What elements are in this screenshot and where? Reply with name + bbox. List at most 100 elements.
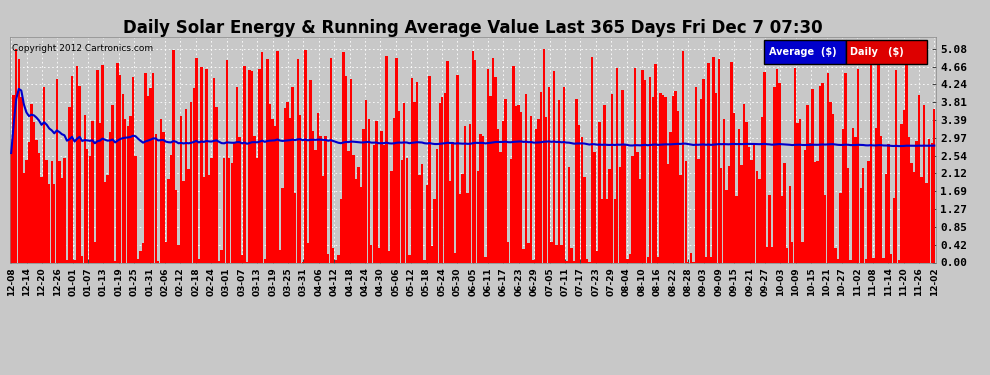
Bar xyxy=(250,71,253,262)
Bar xyxy=(208,175,210,262)
Bar xyxy=(903,110,905,262)
Bar xyxy=(667,164,669,262)
Bar xyxy=(804,150,806,262)
Bar xyxy=(304,50,307,262)
Bar xyxy=(104,183,106,262)
Bar xyxy=(33,122,36,262)
Bar xyxy=(347,151,349,262)
Bar xyxy=(442,97,444,262)
Bar xyxy=(736,196,738,262)
Bar xyxy=(718,59,720,262)
Bar xyxy=(885,174,887,262)
Bar xyxy=(796,123,799,262)
Bar xyxy=(557,100,560,262)
Bar xyxy=(352,155,354,262)
Bar xyxy=(424,260,426,262)
Bar xyxy=(401,160,403,262)
Bar xyxy=(540,92,543,262)
Bar xyxy=(338,255,340,262)
Bar xyxy=(849,260,851,262)
Bar xyxy=(446,61,448,262)
Bar xyxy=(83,115,86,262)
Bar xyxy=(175,190,177,262)
Bar xyxy=(372,146,375,262)
Bar xyxy=(362,129,365,262)
Bar xyxy=(923,105,926,262)
Bar xyxy=(731,62,733,262)
Bar xyxy=(474,60,476,262)
Bar xyxy=(750,160,752,262)
Text: Average  ($): Average ($) xyxy=(769,47,837,57)
Bar xyxy=(332,249,335,262)
Bar xyxy=(934,108,936,262)
Bar xyxy=(96,70,99,262)
Bar xyxy=(36,140,38,262)
Bar xyxy=(317,114,319,262)
Bar xyxy=(73,260,76,262)
Bar xyxy=(715,93,718,262)
Bar xyxy=(109,132,111,262)
Bar xyxy=(286,102,289,262)
Bar xyxy=(788,186,791,262)
Bar xyxy=(124,119,127,262)
Bar xyxy=(492,58,494,262)
Bar xyxy=(710,257,713,262)
Bar xyxy=(832,114,834,262)
Bar xyxy=(421,164,423,262)
Bar xyxy=(60,178,63,262)
Bar xyxy=(926,183,928,262)
Bar xyxy=(469,124,471,262)
Bar xyxy=(634,68,637,262)
Bar xyxy=(525,94,528,262)
Bar xyxy=(913,172,915,262)
Bar xyxy=(345,76,347,262)
Bar xyxy=(489,96,492,262)
Bar xyxy=(505,99,507,262)
Bar xyxy=(547,87,550,262)
Bar xyxy=(383,146,385,262)
Bar xyxy=(654,64,656,262)
Bar xyxy=(560,245,562,262)
Bar xyxy=(637,152,639,262)
Bar xyxy=(180,117,182,262)
Text: Daily   ($): Daily ($) xyxy=(850,47,904,57)
Bar xyxy=(812,90,814,262)
Bar xyxy=(135,156,137,262)
Bar xyxy=(320,136,322,262)
Bar xyxy=(451,142,453,262)
Bar xyxy=(632,156,634,262)
Bar xyxy=(842,129,844,262)
Bar xyxy=(431,246,434,262)
Bar xyxy=(835,248,837,262)
Bar xyxy=(550,242,552,262)
Bar xyxy=(898,260,900,262)
Bar xyxy=(91,120,93,262)
Bar xyxy=(13,94,15,262)
Bar xyxy=(545,117,547,262)
Bar xyxy=(248,70,250,262)
Bar xyxy=(753,144,755,262)
Bar xyxy=(429,76,431,262)
Bar xyxy=(669,132,672,262)
Bar xyxy=(642,70,644,262)
Bar xyxy=(395,58,398,262)
Bar xyxy=(25,160,28,262)
Bar xyxy=(456,75,458,262)
Bar xyxy=(520,112,522,262)
Bar xyxy=(882,258,885,262)
Bar xyxy=(15,49,18,262)
Bar xyxy=(799,119,801,262)
Bar xyxy=(801,242,804,262)
Bar xyxy=(900,124,903,262)
Bar xyxy=(241,255,244,262)
Bar xyxy=(411,78,413,262)
Bar xyxy=(167,180,169,262)
Bar xyxy=(403,103,406,262)
Bar xyxy=(840,193,842,262)
Bar xyxy=(768,195,770,262)
Bar xyxy=(728,166,730,262)
Bar xyxy=(322,176,325,262)
Bar xyxy=(482,136,484,262)
Bar xyxy=(487,69,489,262)
Bar xyxy=(664,97,666,262)
